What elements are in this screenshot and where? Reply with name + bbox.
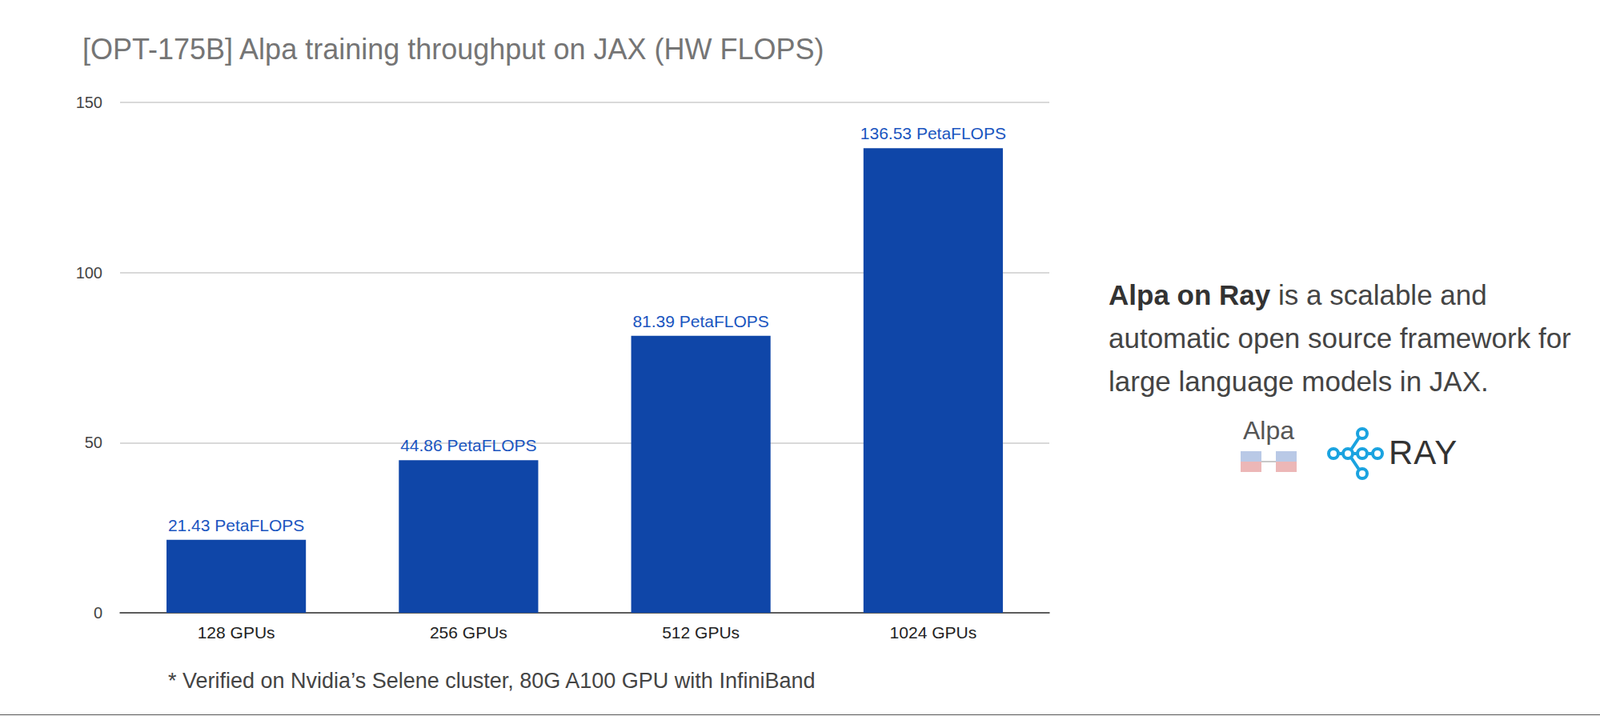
svg-text:44.86 PetaFLOPS: 44.86 PetaFLOPS <box>400 436 537 455</box>
svg-text:128 GPUs: 128 GPUs <box>197 623 276 642</box>
svg-text:0: 0 <box>93 604 103 622</box>
svg-text:150: 150 <box>76 93 103 112</box>
svg-text:512 GPUs: 512 GPUs <box>661 623 740 642</box>
html-text:Alpa on Ray is a scalable and: Alpa on Ray is a scalable and automatic … <box>1108 279 1572 397</box>
svg-text:1024 GPUs: 1024 GPUs <box>890 623 978 642</box>
svg-text:[OPT-175B] Alpa training throu: [OPT-175B] Alpa training throughput on J… <box>82 32 824 66</box>
html-text:Alpa: Alpa <box>1243 416 1295 446</box>
html-text:RAY: RAY <box>1388 433 1458 472</box>
svg-text:50: 50 <box>84 433 103 452</box>
svg-text:21.43 PetaFLOPS: 21.43 PetaFLOPS <box>168 516 305 535</box>
svg-text:81.39 PetaFLOPS: 81.39 PetaFLOPS <box>632 312 769 331</box>
svg-text:136.53 PetaFLOPS: 136.53 PetaFLOPS <box>860 124 1007 143</box>
svg-text:256 GPUs: 256 GPUs <box>429 623 508 642</box>
svg-text:* Verified on Nvidia’s Selene: * Verified on Nvidia’s Selene cluster, 8… <box>168 669 815 694</box>
svg-text:100: 100 <box>76 264 103 282</box>
